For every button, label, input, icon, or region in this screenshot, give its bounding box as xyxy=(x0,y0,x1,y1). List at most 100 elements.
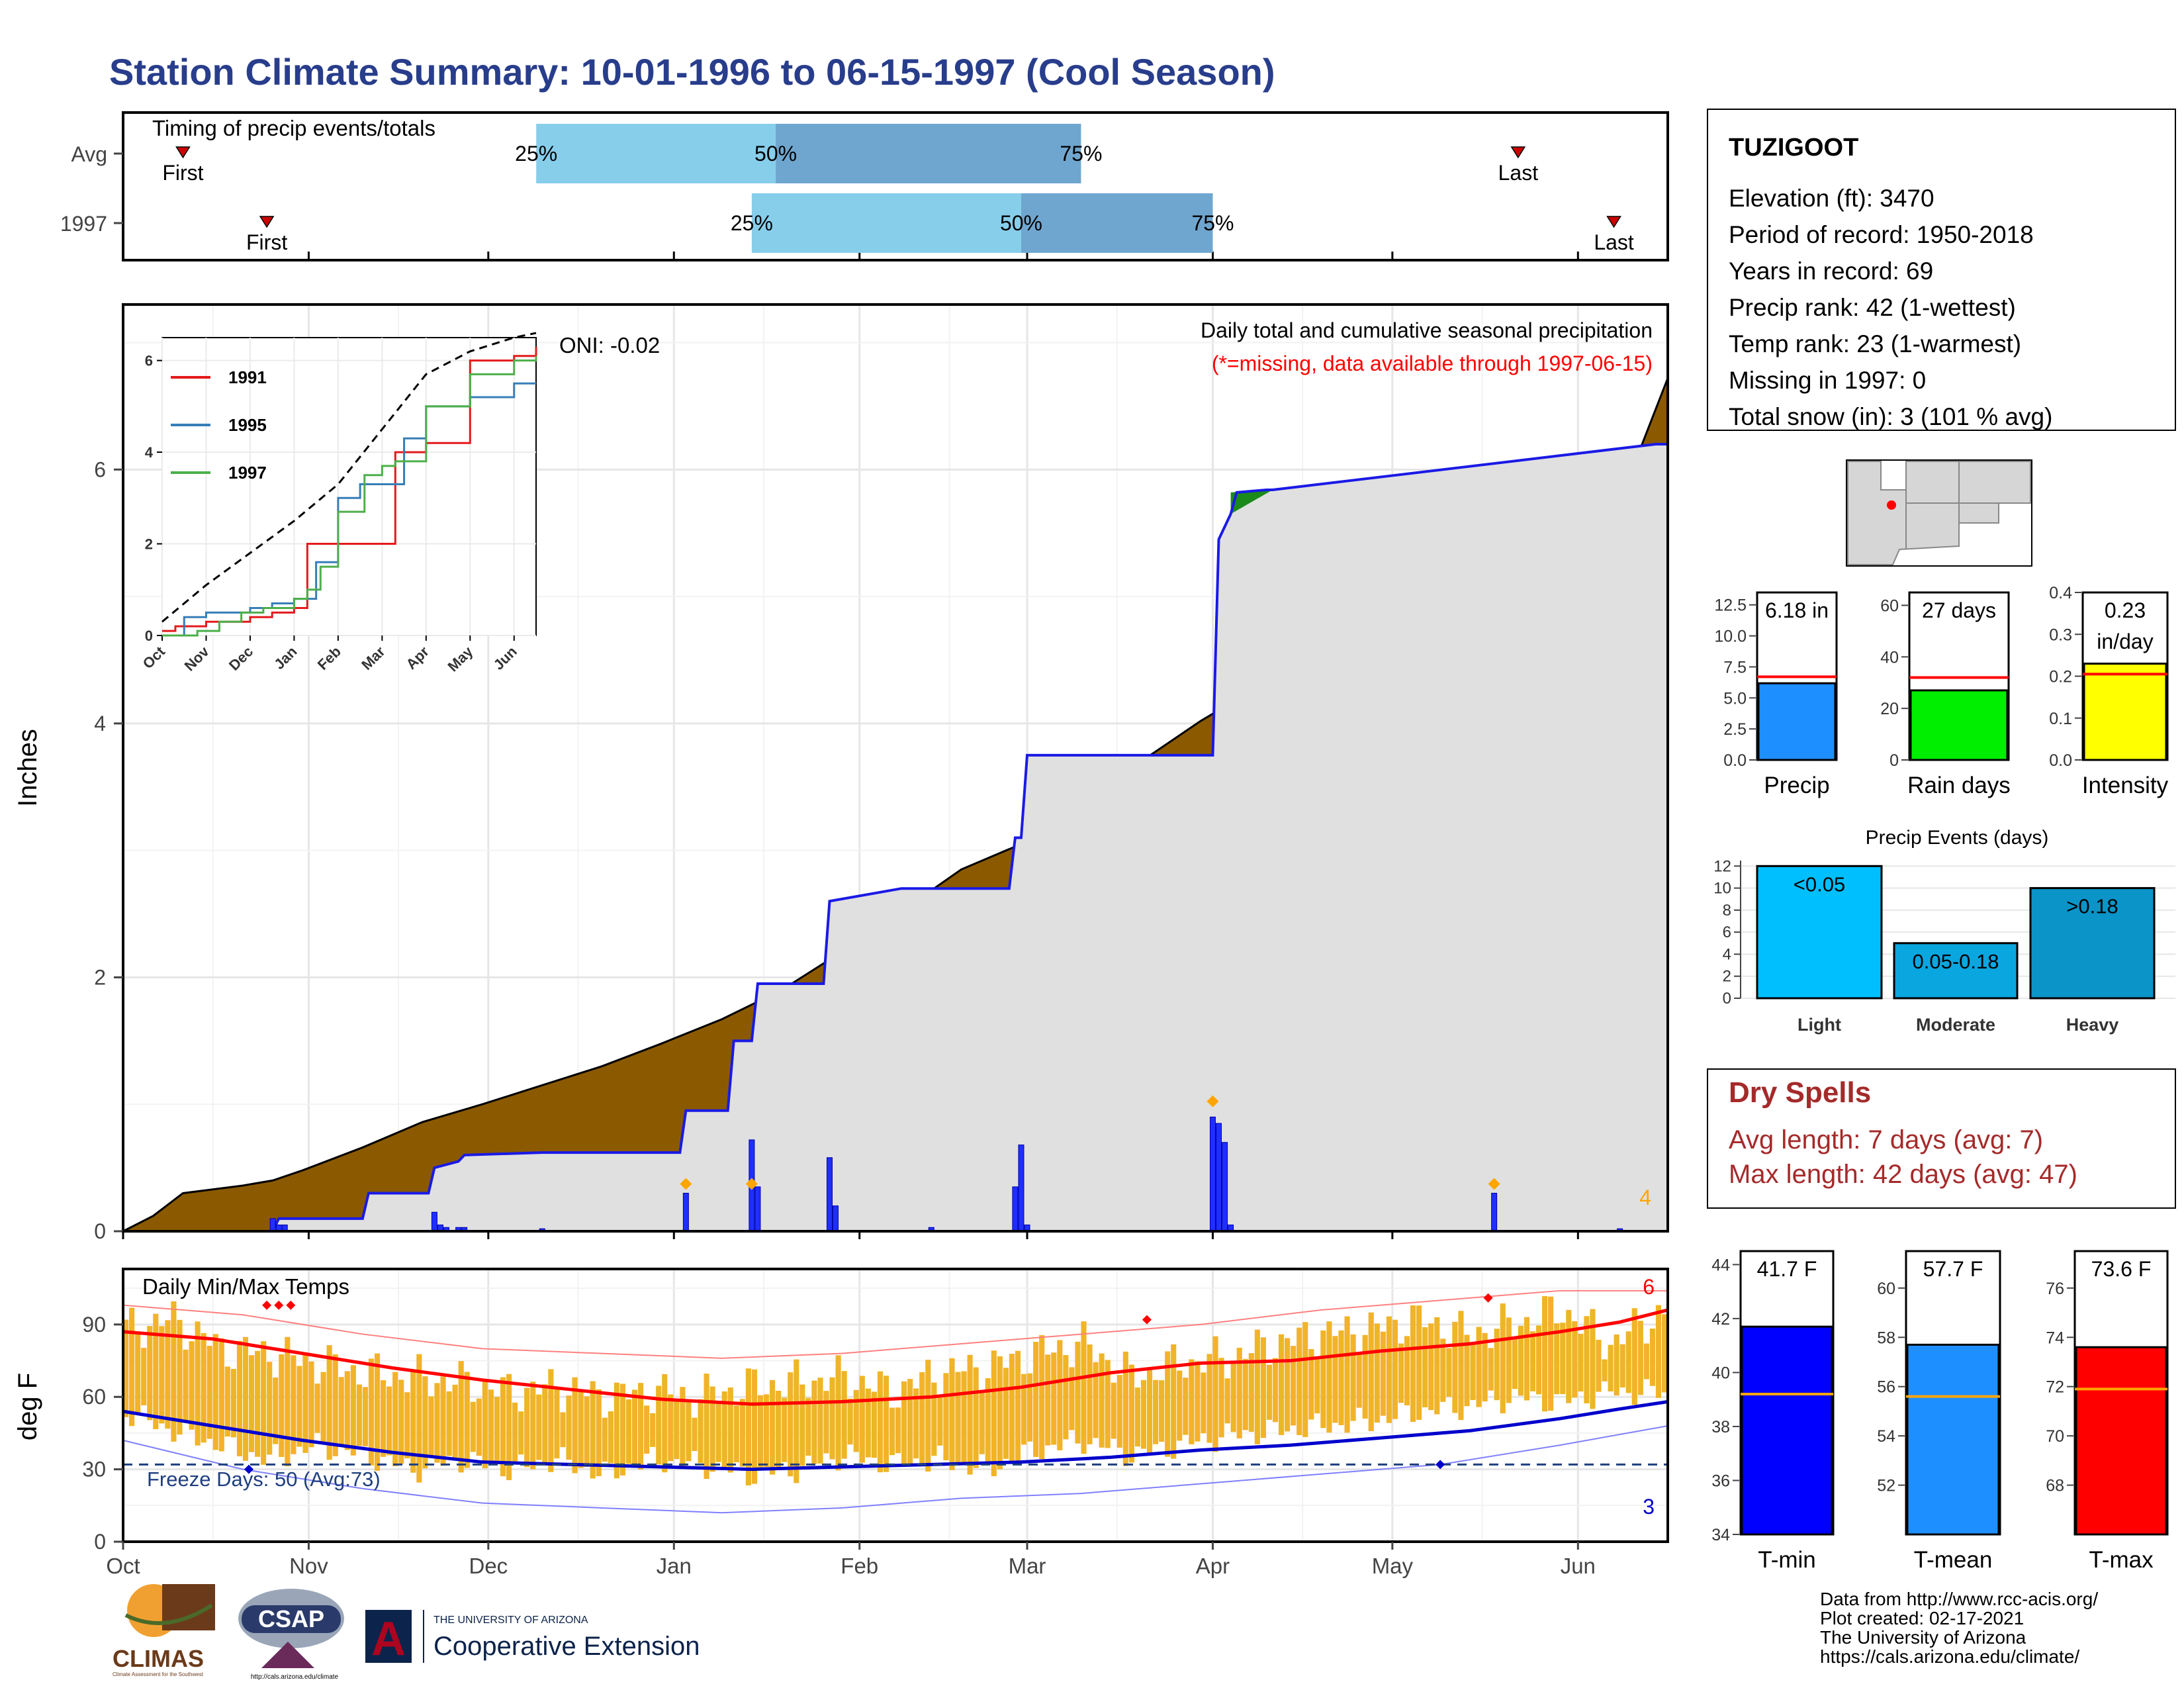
daily-temp-bar xyxy=(1649,1329,1656,1386)
daily-temp-bar xyxy=(937,1396,943,1446)
temp-max: 68 70 72 74 76 73.6 F T-max xyxy=(2046,1250,2169,1573)
daily-temp-bar xyxy=(314,1383,320,1433)
temp-title: Daily Min/Max Temps xyxy=(142,1274,349,1299)
timing-marker-icon xyxy=(175,146,191,159)
daily-temp-bar xyxy=(1440,1338,1446,1402)
daily-temp-bar xyxy=(1548,1296,1554,1411)
event-markers xyxy=(680,1095,1500,1190)
daily-temp-bar xyxy=(1655,1305,1662,1398)
daily-temp-bar xyxy=(1560,1323,1566,1395)
month-axis: Oct Nov Dec Jan Feb Mar Apr May Jun xyxy=(106,1542,1596,1578)
daily-temp-bar xyxy=(1302,1322,1308,1437)
daily-temp-bar xyxy=(404,1392,410,1459)
record-high-marker xyxy=(286,1300,296,1310)
total-raindays-bar xyxy=(1909,689,2009,761)
daily-temp-bar xyxy=(596,1389,602,1476)
daily-temp-bar xyxy=(1608,1344,1614,1391)
daily-temp-bar xyxy=(1195,1361,1201,1442)
inset-ytick-label: 0 xyxy=(145,628,153,644)
daily-temp-bar xyxy=(512,1402,518,1462)
inset-ytick-label: 4 xyxy=(145,444,154,461)
daily-temp-bar xyxy=(985,1378,991,1464)
daily-temp-bar xyxy=(853,1389,859,1452)
total-intensity-ytick-label: 0.3 xyxy=(2049,626,2072,644)
temp-mean-ytick-label: 60 xyxy=(1877,1280,1895,1298)
daily-temp-bar xyxy=(230,1368,236,1438)
daily-temp-bar xyxy=(428,1396,434,1456)
daily-temp-bar xyxy=(871,1391,877,1458)
month-label: Dec xyxy=(469,1554,508,1578)
daily-temp-bar xyxy=(967,1354,973,1475)
daily-temp-bar xyxy=(1171,1344,1177,1459)
daily-temp-bar xyxy=(338,1377,344,1445)
daily-temp-bar xyxy=(476,1398,482,1456)
daily-precip-bar xyxy=(754,1186,761,1232)
inset-legend-label: 1991 xyxy=(228,367,267,387)
daily-temp-bar xyxy=(554,1389,560,1459)
month-label: Nov xyxy=(289,1554,328,1578)
daily-temp-bar xyxy=(530,1382,536,1470)
daily-temp-bar xyxy=(224,1366,230,1437)
daily-temp-bar xyxy=(458,1361,464,1473)
daily-temp-bar xyxy=(1344,1316,1350,1433)
daily-temp-bar xyxy=(733,1405,739,1462)
daily-temp-bar xyxy=(1003,1368,1009,1459)
daily-temp-bar xyxy=(1266,1364,1273,1420)
temp-count-low: 3 xyxy=(1643,1495,1655,1519)
daily-temp-bar xyxy=(865,1388,871,1458)
temp-mean-bar xyxy=(1906,1343,2000,1536)
ua-logo: A THE UNIVERSITY OF ARIZONA Cooperative … xyxy=(365,1610,700,1665)
precip-area xyxy=(122,377,1669,1233)
daily-temp-bar xyxy=(572,1377,578,1474)
station-line: Total snow (in): 3 (101 % avg) xyxy=(1729,403,2052,430)
ua-letter: A xyxy=(371,1613,406,1665)
temp-y-axis: 0 30 60 90 xyxy=(82,1313,123,1554)
freeze-days-label: Freeze Days: 50 (Avg:73) xyxy=(147,1468,381,1491)
daily-temp-bar xyxy=(177,1319,183,1435)
daily-temp-bar xyxy=(1368,1312,1374,1432)
timing-rows: Avg 25% 50% 75% First Last 1997 25% 50% 75% First L… xyxy=(60,124,1634,254)
daily-precip-bar xyxy=(1491,1192,1498,1232)
daily-temp-bar xyxy=(452,1384,458,1460)
daily-temp-bar xyxy=(255,1350,261,1457)
dry-spells-frame xyxy=(1707,1068,2176,1209)
daily-temp-bar xyxy=(1362,1335,1368,1419)
precip-ytick-label: 6 xyxy=(94,457,106,481)
temp-ylabel: deg F xyxy=(13,1373,42,1440)
daily-temp-bar xyxy=(590,1381,596,1479)
daily-temp-bar xyxy=(566,1395,572,1460)
daily-temp-bar xyxy=(770,1380,776,1475)
daily-temp-bar xyxy=(398,1380,404,1464)
daily-precip-bar xyxy=(682,1192,689,1232)
station-line: Years in record: 69 xyxy=(1729,258,1933,285)
events-title: Precip Events (days) xyxy=(1866,827,2049,849)
daily-temp-bar xyxy=(1625,1331,1631,1393)
precip-note: Daily total and cumulative seasonal prec… xyxy=(1201,318,1653,342)
station-line: Period of record: 1950-2018 xyxy=(1729,221,2034,248)
station-location-dot xyxy=(1887,500,1896,510)
daily-temp-bar xyxy=(1410,1305,1416,1423)
daily-temp-bar xyxy=(1524,1317,1530,1401)
temp-max-ytick-label: 70 xyxy=(2046,1427,2064,1446)
timing-marker-label: First xyxy=(162,161,203,185)
month-label: Feb xyxy=(841,1554,878,1578)
daily-temp-bar xyxy=(291,1355,296,1454)
total-intensity-ytick-label: 0.0 xyxy=(2049,751,2072,770)
daily-temp-bar xyxy=(1159,1380,1165,1442)
daily-temp-bar xyxy=(285,1336,291,1467)
total-precip-value: 6.18 in xyxy=(1765,598,1829,622)
footer-line-2: Plot created: 02-17-2021 xyxy=(1820,1608,2024,1628)
timing-box-25-50 xyxy=(536,124,776,183)
timing-marker-icon xyxy=(1606,216,1621,228)
total-raindays-ytick-label: 20 xyxy=(1880,700,1899,718)
footer-line-4: https://cals.arizona.edu/climate/ xyxy=(1820,1646,2079,1667)
total-precip-ytick-label: 10.0 xyxy=(1714,628,1747,646)
month-label: Jun xyxy=(1561,1554,1596,1578)
temp-mean-ytick-label: 56 xyxy=(1877,1378,1895,1397)
events-category-label: Heavy xyxy=(2066,1015,2119,1035)
daily-temp-bar xyxy=(991,1350,997,1477)
month-label: Oct xyxy=(106,1554,140,1578)
daily-temp-bar xyxy=(236,1340,243,1456)
daily-temp-bar xyxy=(1464,1335,1470,1407)
daily-temp-bar xyxy=(195,1321,201,1446)
